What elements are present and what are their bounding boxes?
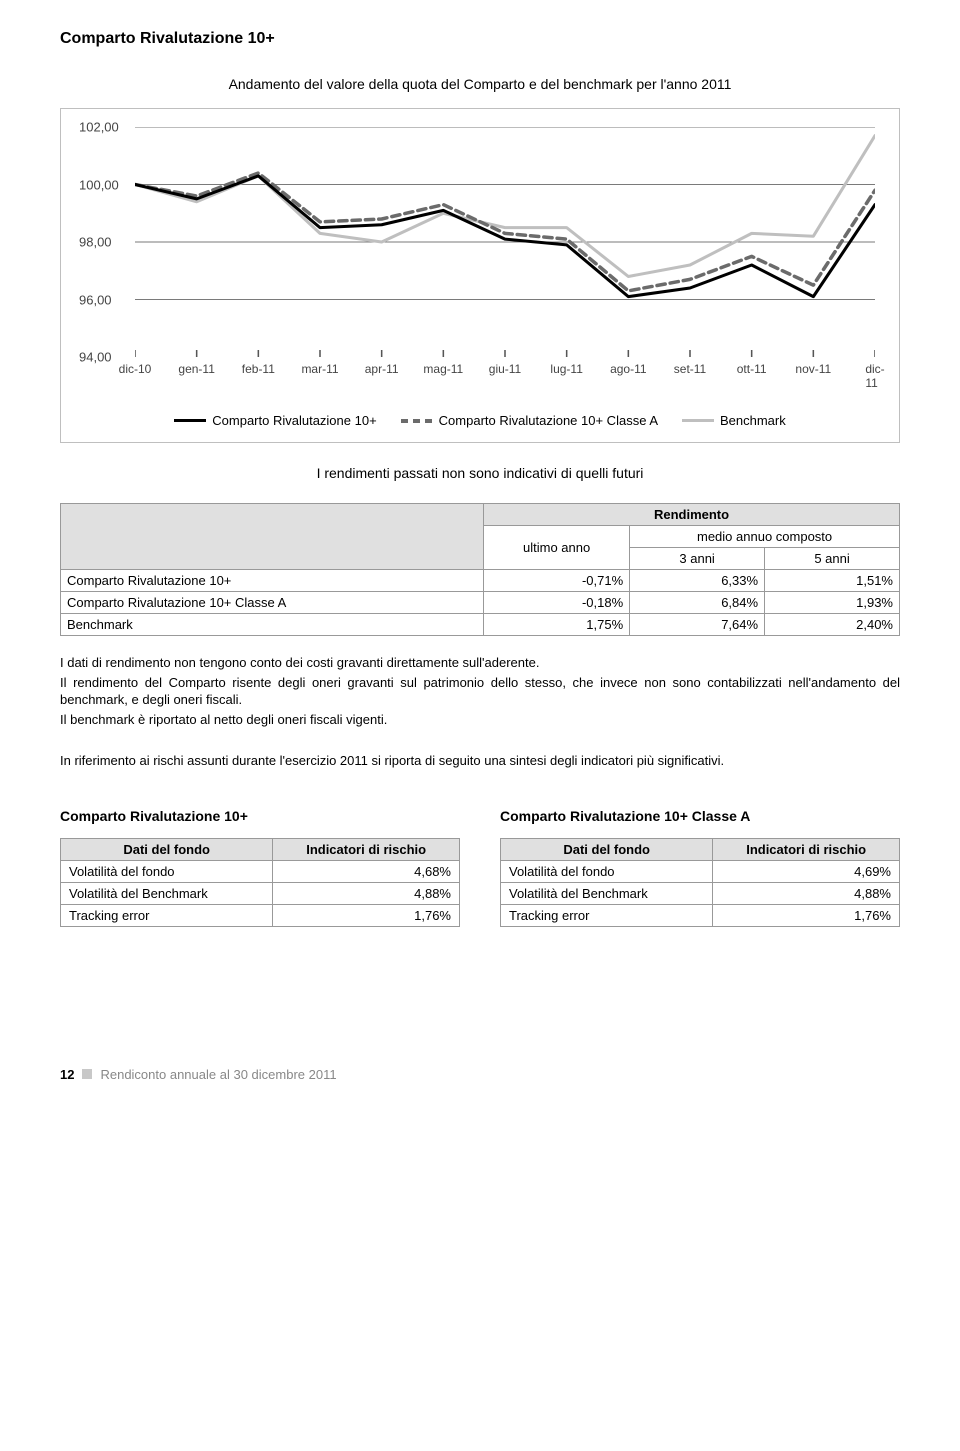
table-row: Volatilità del fondo4,68% (61, 860, 460, 882)
col-medio: medio annuo composto (630, 526, 900, 548)
risk-left-title: Comparto Rivalutazione 10+ (60, 808, 460, 824)
legend-swatch (682, 419, 714, 422)
returns-note: I rendimenti passati non sono indicativi… (60, 465, 900, 481)
y-axis-label: 98,00 (79, 235, 112, 250)
page-title: Comparto Rivalutazione 10+ (60, 30, 900, 48)
legend-swatch (401, 419, 433, 423)
table-row: Volatilità del fondo4,69% (501, 860, 900, 882)
legend-item: Benchmark (682, 413, 786, 428)
table-row: Tracking error1,76% (61, 904, 460, 926)
col-3anni: 3 anni (630, 548, 765, 570)
x-axis-label: dic-11 (865, 362, 884, 390)
y-axis-label: 94,00 (79, 350, 112, 365)
legend-swatch (174, 419, 206, 422)
risk-head1: Dati del fondo (61, 838, 273, 860)
x-axis-label: apr-11 (365, 362, 399, 376)
x-axis-label: lug-11 (550, 362, 582, 376)
row-label: Volatilità del fondo (501, 860, 713, 882)
row-label: Tracking error (61, 904, 273, 926)
x-axis-label: set-11 (674, 362, 706, 376)
y-axis-label: 96,00 (79, 292, 112, 307)
cell: 7,64% (630, 614, 765, 636)
x-axis-label: dic-10 (119, 362, 152, 376)
table-row: Comparto Rivalutazione 10+-0,71%6,33%1,5… (61, 570, 900, 592)
table-row: Comparto Rivalutazione 10+ Classe A-0,18… (61, 592, 900, 614)
cell: 4,69% (713, 860, 900, 882)
legend-item: Comparto Rivalutazione 10+ Classe A (401, 413, 658, 428)
cell: -0,18% (484, 592, 630, 614)
footer-square-icon (82, 1069, 92, 1079)
cell: 1,51% (765, 570, 900, 592)
cell: 1,76% (713, 904, 900, 926)
page-number: 12 (60, 1067, 74, 1082)
chart-container: 102,00 100,00 98,00 96,00 94,00 dic-10 gen-11… (60, 108, 900, 443)
risk-head2: Indicatori di rischio (713, 838, 900, 860)
table-row: Volatilità del Benchmark4,88% (61, 882, 460, 904)
cell: 2,40% (765, 614, 900, 636)
cell: 1,75% (484, 614, 630, 636)
table-row: Benchmark1,75%7,64%2,40% (61, 614, 900, 636)
chart-plot (135, 127, 875, 357)
cell: 4,88% (713, 882, 900, 904)
col-5anni: 5 anni (765, 548, 900, 570)
row-label: Volatilità del Benchmark (61, 882, 273, 904)
body-p4: In riferimento ai rischi assunti durante… (60, 752, 900, 770)
x-axis-label: mag-11 (423, 362, 463, 376)
chart-area: 102,00100,0098,0096,0094,00 dic-10gen-11… (79, 127, 881, 397)
cell: 4,68% (273, 860, 460, 882)
risk-head2: Indicatori di rischio (273, 838, 460, 860)
footer-text: Rendiconto annuale al 30 dicembre 2011 (100, 1067, 336, 1082)
legend-label: Comparto Rivalutazione 10+ Classe A (439, 413, 658, 428)
risk-left: Comparto Rivalutazione 10+ Dati del fond… (60, 808, 460, 927)
body-p2: Il rendimento del Comparto risente degli… (60, 674, 900, 709)
risk-right: Comparto Rivalutazione 10+ Classe A Dati… (500, 808, 900, 927)
y-axis-label: 100,00 (79, 177, 119, 192)
row-label: Tracking error (501, 904, 713, 926)
row-label: Volatilità del fondo (61, 860, 273, 882)
body-p1: I dati di rendimento non tengono conto d… (60, 654, 900, 672)
cell: 4,88% (273, 882, 460, 904)
chart-subtitle: Andamento del valore della quota del Com… (60, 76, 900, 92)
cell: 1,76% (273, 904, 460, 926)
x-axis-label: mar-11 (301, 362, 338, 376)
risk-head1: Dati del fondo (501, 838, 713, 860)
row-label: Comparto Rivalutazione 10+ Classe A (61, 592, 484, 614)
chart-legend: Comparto Rivalutazione 10+ Comparto Rival… (79, 407, 881, 428)
legend-label: Comparto Rivalutazione 10+ (212, 413, 376, 428)
row-label: Benchmark (61, 614, 484, 636)
x-axis-label: gen-11 (178, 362, 214, 376)
x-axis-label: feb-11 (242, 362, 275, 376)
table-row: Tracking error1,76% (501, 904, 900, 926)
row-label: Volatilità del Benchmark (501, 882, 713, 904)
table-row: Volatilità del Benchmark4,88% (501, 882, 900, 904)
risk-right-title: Comparto Rivalutazione 10+ Classe A (500, 808, 900, 824)
x-axis-label: nov-11 (795, 362, 831, 376)
legend-label: Benchmark (720, 413, 786, 428)
risk-right-table: Dati del fondo Indicatori di rischio Vol… (500, 838, 900, 927)
col-ultimo: ultimo anno (484, 526, 630, 570)
legend-item: Comparto Rivalutazione 10+ (174, 413, 376, 428)
x-axis-label: ott-11 (737, 362, 767, 376)
body-text: I dati di rendimento non tengono conto d… (60, 654, 900, 770)
cell: 6,33% (630, 570, 765, 592)
cell: 6,84% (630, 592, 765, 614)
table-header: Rendimento (484, 504, 900, 526)
x-axis-label: ago-11 (610, 362, 646, 376)
row-label: Comparto Rivalutazione 10+ (61, 570, 484, 592)
x-axis-label: giu-11 (489, 362, 521, 376)
risk-left-table: Dati del fondo Indicatori di rischio Vol… (60, 838, 460, 927)
body-p3: Il benchmark è riportato al netto degli … (60, 711, 900, 729)
y-axis-label: 102,00 (79, 120, 119, 135)
cell: 1,93% (765, 592, 900, 614)
risk-section: Comparto Rivalutazione 10+ Dati del fond… (60, 808, 900, 927)
page-footer: 12 Rendiconto annuale al 30 dicembre 201… (60, 1067, 900, 1082)
returns-table: Rendimento ultimo anno medio annuo compo… (60, 503, 900, 636)
cell: -0,71% (484, 570, 630, 592)
